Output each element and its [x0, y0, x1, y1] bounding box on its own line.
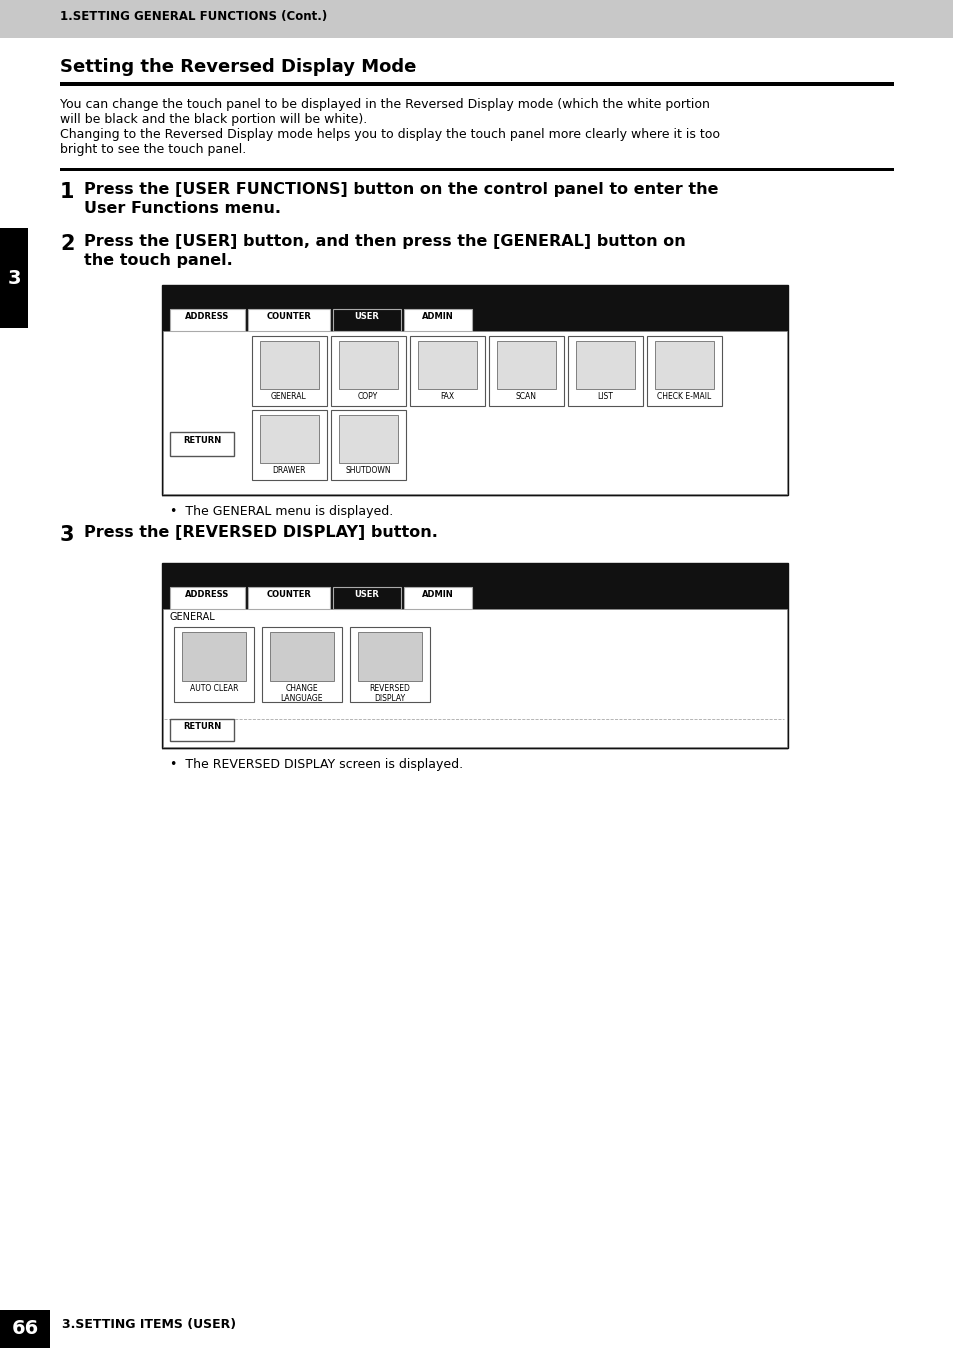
- Text: DRAWER: DRAWER: [272, 466, 305, 474]
- Text: ADDRESS: ADDRESS: [185, 590, 229, 599]
- Bar: [331, 410, 406, 480]
- Text: REVERSED
DISPLAY: REVERSED DISPLAY: [369, 683, 410, 704]
- Text: LIST: LIST: [597, 392, 612, 400]
- Text: USER: USER: [355, 311, 379, 321]
- Text: 3: 3: [60, 524, 74, 545]
- Bar: [338, 341, 397, 390]
- Bar: [170, 718, 233, 741]
- Text: COUNTER: COUNTER: [266, 311, 311, 321]
- Text: Changing to the Reversed Display mode helps you to display the touch panel more : Changing to the Reversed Display mode he…: [60, 128, 720, 142]
- Bar: [350, 627, 430, 702]
- Text: Press the [USER FUNCTIONS] button on the control panel to enter the: Press the [USER FUNCTIONS] button on the…: [84, 182, 718, 197]
- Text: AUTO CLEAR: AUTO CLEAR: [190, 683, 238, 693]
- Bar: [248, 586, 330, 609]
- Bar: [646, 336, 721, 406]
- Bar: [403, 309, 472, 332]
- Text: 3.SETTING ITEMS (USER): 3.SETTING ITEMS (USER): [62, 1318, 236, 1330]
- Bar: [0, 1310, 953, 1348]
- Text: SCAN: SCAN: [515, 392, 536, 400]
- Bar: [333, 309, 400, 332]
- Bar: [410, 336, 484, 406]
- Text: FAX: FAX: [439, 392, 454, 400]
- Text: ADDRESS: ADDRESS: [185, 311, 229, 321]
- Bar: [331, 336, 406, 406]
- Bar: [162, 284, 787, 495]
- Bar: [163, 609, 786, 747]
- Text: USER: USER: [355, 590, 379, 599]
- Text: RETURN: RETURN: [183, 723, 221, 731]
- Text: COPY: COPY: [357, 392, 377, 400]
- Bar: [0, 228, 28, 328]
- Text: You can change the touch panel to be displayed in the Reversed Display mode (whi: You can change the touch panel to be dis…: [60, 98, 709, 111]
- Bar: [170, 431, 233, 456]
- Text: ADMIN: ADMIN: [421, 311, 454, 321]
- Bar: [170, 586, 245, 609]
- Text: 3: 3: [8, 268, 21, 287]
- Text: 1.SETTING GENERAL FUNCTIONS (Cont.): 1.SETTING GENERAL FUNCTIONS (Cont.): [60, 9, 327, 23]
- Text: the touch panel.: the touch panel.: [84, 253, 233, 268]
- Bar: [338, 415, 397, 462]
- Bar: [489, 336, 563, 406]
- Text: 66: 66: [11, 1320, 38, 1339]
- Bar: [173, 627, 253, 702]
- Text: •  The REVERSED DISPLAY screen is displayed.: • The REVERSED DISPLAY screen is display…: [170, 758, 462, 771]
- Text: bright to see the touch panel.: bright to see the touch panel.: [60, 143, 246, 156]
- Bar: [252, 410, 327, 480]
- Text: GENERAL: GENERAL: [271, 392, 307, 400]
- Bar: [357, 632, 421, 681]
- Bar: [0, 1310, 50, 1348]
- Bar: [163, 332, 786, 493]
- Text: 1: 1: [60, 182, 74, 202]
- Text: Press the [USER] button, and then press the [GENERAL] button on: Press the [USER] button, and then press …: [84, 235, 685, 249]
- Bar: [170, 309, 245, 332]
- Bar: [182, 632, 246, 681]
- Bar: [162, 563, 787, 748]
- Text: SHUTDOWN: SHUTDOWN: [345, 466, 391, 474]
- Text: COUNTER: COUNTER: [266, 590, 311, 599]
- Bar: [417, 341, 476, 390]
- Bar: [260, 415, 318, 462]
- Bar: [270, 632, 334, 681]
- Text: GENERAL: GENERAL: [170, 612, 215, 621]
- Text: ADMIN: ADMIN: [421, 590, 454, 599]
- Text: •  The GENERAL menu is displayed.: • The GENERAL menu is displayed.: [170, 506, 393, 518]
- Text: User Functions menu.: User Functions menu.: [84, 201, 281, 216]
- Bar: [60, 82, 893, 86]
- Bar: [248, 309, 330, 332]
- Text: 2: 2: [60, 235, 74, 253]
- Text: Setting the Reversed Display Mode: Setting the Reversed Display Mode: [60, 58, 416, 75]
- Text: CHECK E-MAIL: CHECK E-MAIL: [657, 392, 710, 400]
- Text: CHANGE
LANGUAGE: CHANGE LANGUAGE: [280, 683, 323, 704]
- Bar: [567, 336, 642, 406]
- Bar: [333, 586, 400, 609]
- Bar: [252, 336, 327, 406]
- Text: Press the [REVERSED DISPLAY] button.: Press the [REVERSED DISPLAY] button.: [84, 524, 437, 541]
- Bar: [60, 168, 893, 171]
- Bar: [403, 586, 472, 609]
- Bar: [262, 627, 341, 702]
- Bar: [0, 0, 953, 38]
- Text: will be black and the black portion will be white).: will be black and the black portion will…: [60, 113, 367, 125]
- Text: RETURN: RETURN: [183, 435, 221, 445]
- Bar: [260, 341, 318, 390]
- Bar: [576, 341, 635, 390]
- Bar: [497, 341, 556, 390]
- Bar: [655, 341, 713, 390]
